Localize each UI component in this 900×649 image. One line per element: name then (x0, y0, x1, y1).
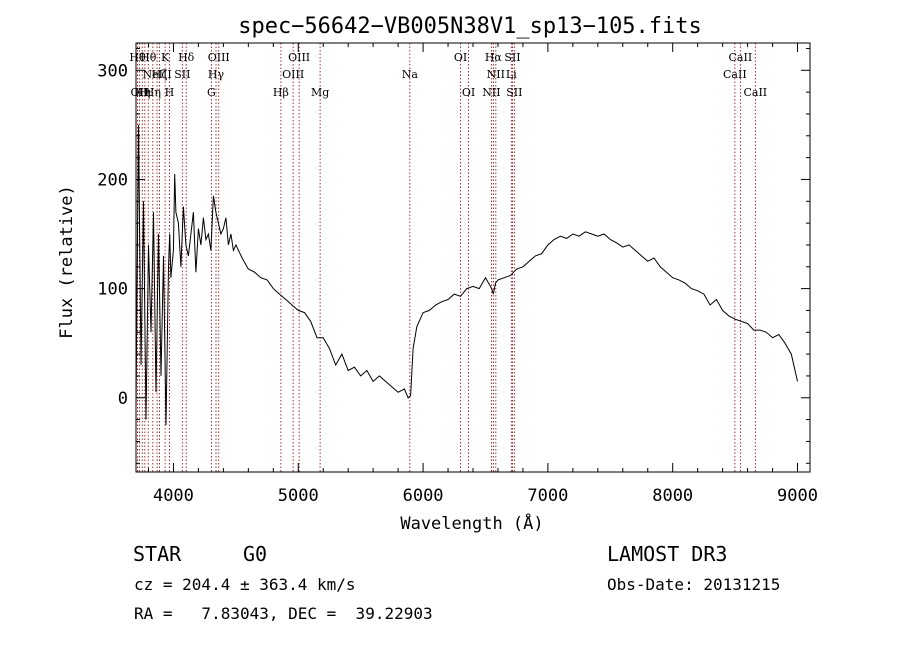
line-label-17: OIII (288, 51, 310, 64)
line-label-19: Na (402, 68, 419, 81)
x-axis-label: Wavelength (Å) (400, 512, 543, 534)
line-label-20: OI (454, 51, 467, 64)
line-label-10: SII (174, 68, 190, 81)
observation-date: Obs-Date: 20131215 (607, 575, 780, 594)
line-label-25: Li (506, 68, 517, 81)
y-tick-label: 0 (118, 389, 128, 409)
line-label-6: NeIII (143, 68, 172, 81)
x-tick-label: 5000 (278, 486, 319, 506)
line-label-15: Hβ (273, 86, 289, 99)
line-label-30: CaII (743, 86, 767, 99)
line-label-13: Hγ (208, 68, 225, 81)
survey-name: LAMOST DR3 (607, 542, 727, 566)
x-tick-label: 6000 (403, 486, 444, 506)
line-label-18: Mg (311, 86, 329, 99)
emission-line-labels: HθOIIHηHιHθHηNeIIIHζKHSIIHδGHγOIIIHβOIII… (129, 51, 767, 99)
object-class: STAR (133, 542, 182, 566)
line-label-8: K (161, 51, 170, 64)
redshift-cz: cz = 204.4 ± 363.4 km/s (134, 575, 356, 594)
line-label-26: SII (504, 51, 520, 64)
x-axis: 4000 5000 6000 7000 8000 9000 (147, 43, 818, 506)
y-tick-label: 300 (97, 61, 128, 81)
plot-frame (135, 42, 811, 473)
line-label-9: H (165, 86, 175, 99)
line-label-16: OIII (282, 68, 304, 81)
x-tick-label: 9000 (777, 486, 818, 506)
line-label-22: NII (482, 86, 500, 99)
line-label-24: NII (487, 68, 505, 81)
y-tick-label: 200 (97, 170, 128, 190)
line-label-28: CaII (723, 68, 747, 81)
ra-dec-coordinates: RA = 7.83043, DEC = 39.22903 (134, 604, 433, 623)
line-label-14: OIII (208, 51, 230, 64)
line-label-21: OI (462, 86, 475, 99)
x-tick-label: 8000 (652, 486, 693, 506)
object-subclass: G0 (243, 542, 267, 566)
y-axis-label: Flux (relative) (57, 185, 77, 339)
line-label-12: G (207, 86, 216, 99)
line-label-4: Hθ (140, 51, 157, 64)
x-tick-label: 4000 (153, 486, 194, 506)
chart-title: spec−56642−VB005N38V1_sp13−105.fits (238, 14, 702, 39)
y-tick-label: 100 (97, 280, 128, 300)
line-label-7: Hζ (152, 68, 168, 81)
x-tick-label: 7000 (527, 486, 568, 506)
spectrum-series-line (135, 124, 798, 426)
emission-line-markers (137, 43, 756, 472)
line-label-23: Hα (485, 51, 503, 64)
line-label-3: Hι (138, 86, 152, 99)
line-label-0: Hθ (129, 51, 146, 64)
line-label-11: Hδ (178, 51, 195, 64)
line-label-5: Hη (145, 86, 161, 99)
line-label-2: Hη (134, 86, 150, 99)
line-label-29: CaII (729, 51, 753, 64)
y-axis: 0 100 200 300 (97, 47, 810, 464)
line-label-27: SII (506, 86, 522, 99)
